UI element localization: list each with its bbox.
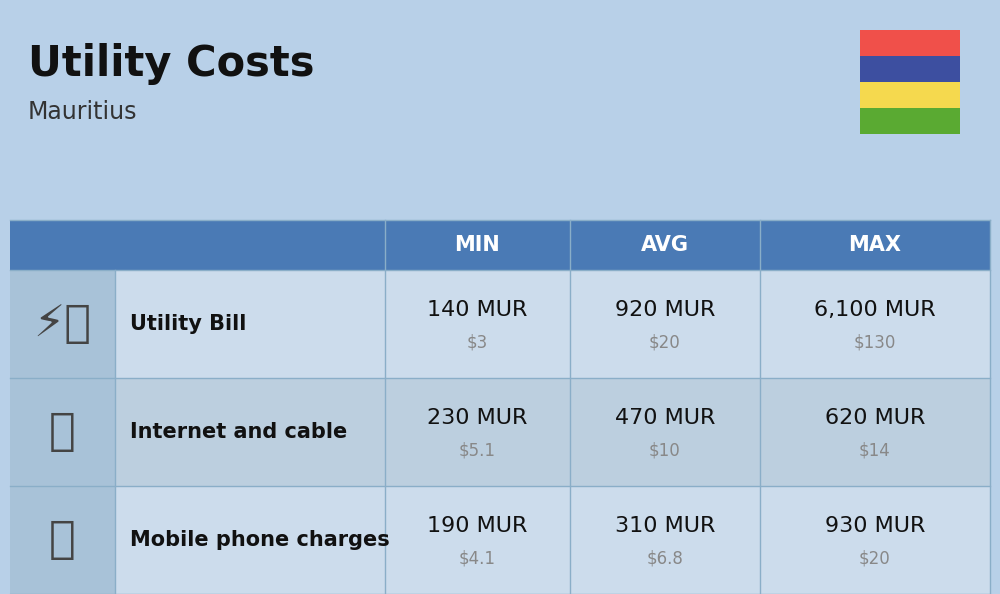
Text: 140 MUR: 140 MUR [427, 300, 528, 320]
Text: 230 MUR: 230 MUR [427, 408, 528, 428]
Text: $10: $10 [649, 441, 681, 459]
Text: MAX: MAX [848, 235, 902, 255]
Text: $6.8: $6.8 [647, 549, 683, 567]
Text: MIN: MIN [455, 235, 500, 255]
Text: 📶: 📶 [49, 410, 76, 453]
Text: 620 MUR: 620 MUR [825, 408, 925, 428]
Text: $130: $130 [854, 333, 896, 351]
Text: $3: $3 [467, 333, 488, 351]
Text: ⚡📦: ⚡📦 [34, 302, 92, 346]
Text: Utility Costs: Utility Costs [28, 43, 314, 85]
FancyBboxPatch shape [860, 56, 960, 82]
Text: 310 MUR: 310 MUR [615, 516, 715, 536]
FancyBboxPatch shape [860, 30, 960, 56]
Text: $5.1: $5.1 [459, 441, 496, 459]
Text: $20: $20 [859, 549, 891, 567]
Text: Mauritius: Mauritius [28, 100, 138, 124]
FancyBboxPatch shape [10, 220, 990, 270]
Text: Mobile phone charges: Mobile phone charges [130, 530, 390, 550]
FancyBboxPatch shape [115, 486, 990, 594]
Text: 930 MUR: 930 MUR [825, 516, 925, 536]
FancyBboxPatch shape [10, 270, 115, 378]
Text: 190 MUR: 190 MUR [427, 516, 528, 536]
Text: AVG: AVG [641, 235, 689, 255]
Text: Internet and cable: Internet and cable [130, 422, 347, 442]
FancyBboxPatch shape [115, 270, 990, 378]
Text: 📱: 📱 [49, 519, 76, 561]
Text: 470 MUR: 470 MUR [615, 408, 715, 428]
FancyBboxPatch shape [10, 378, 115, 486]
Text: 920 MUR: 920 MUR [615, 300, 715, 320]
Text: $20: $20 [649, 333, 681, 351]
FancyBboxPatch shape [115, 378, 990, 486]
FancyBboxPatch shape [10, 486, 115, 594]
Text: Utility Bill: Utility Bill [130, 314, 246, 334]
Text: $4.1: $4.1 [459, 549, 496, 567]
Text: $14: $14 [859, 441, 891, 459]
FancyBboxPatch shape [860, 82, 960, 108]
Text: 6,100 MUR: 6,100 MUR [814, 300, 936, 320]
FancyBboxPatch shape [860, 108, 960, 134]
